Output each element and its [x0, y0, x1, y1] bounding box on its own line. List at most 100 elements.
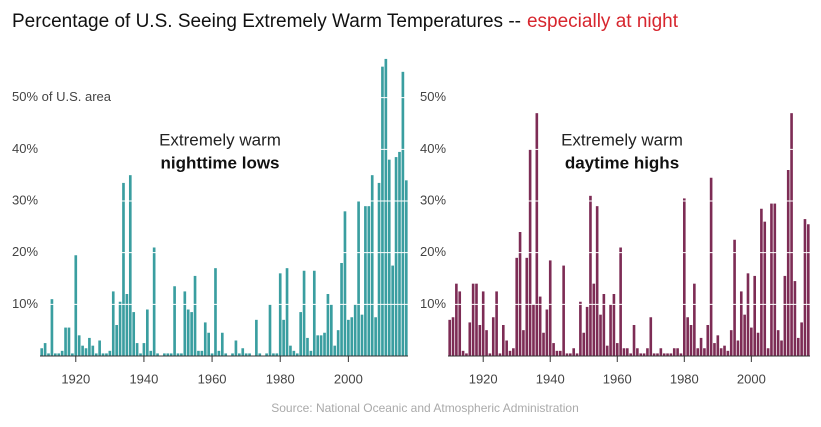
bar — [156, 353, 159, 356]
bar — [652, 353, 656, 356]
bar — [548, 260, 552, 356]
bar — [200, 350, 204, 356]
bar — [186, 309, 190, 356]
bar — [299, 312, 302, 356]
bar — [43, 343, 47, 356]
bar — [783, 275, 787, 356]
bar — [285, 268, 289, 356]
bar — [703, 348, 706, 356]
bar — [626, 348, 629, 356]
bar — [699, 337, 703, 356]
bar — [197, 350, 200, 356]
bar — [485, 330, 488, 356]
x-tick-label: 1980 — [266, 371, 295, 386]
bar — [306, 337, 309, 356]
bar — [401, 71, 405, 356]
bar — [796, 337, 800, 356]
bar — [173, 286, 176, 356]
bar — [595, 206, 599, 356]
bar — [163, 353, 166, 356]
bar — [592, 283, 596, 356]
bar — [183, 291, 187, 356]
bar — [776, 330, 780, 356]
x-tick-label: 2000 — [737, 371, 766, 386]
bar — [214, 268, 217, 356]
bar — [572, 348, 576, 356]
bar — [461, 350, 465, 356]
bar — [770, 203, 773, 356]
annotation-bold: daytime highs — [565, 153, 679, 172]
bar — [333, 345, 337, 356]
bar — [88, 337, 91, 356]
bar — [336, 330, 340, 356]
bar — [309, 350, 313, 356]
bar — [169, 353, 173, 356]
bar — [149, 350, 153, 356]
bar — [394, 157, 398, 356]
bar — [682, 198, 686, 356]
bar — [672, 348, 676, 356]
bar — [84, 348, 88, 356]
bar — [756, 332, 760, 356]
bar — [77, 335, 81, 356]
bar — [47, 353, 50, 356]
bar — [67, 327, 71, 356]
y-tick-label: 40% — [420, 141, 446, 156]
bar — [612, 294, 616, 356]
bar — [180, 353, 183, 356]
bar — [74, 255, 78, 356]
bar — [773, 203, 777, 356]
bar — [50, 299, 54, 356]
bar — [693, 283, 696, 356]
bar — [40, 348, 44, 356]
bar — [374, 317, 377, 356]
bar — [562, 265, 565, 356]
bar — [669, 353, 673, 356]
bar — [367, 206, 371, 356]
bar — [71, 353, 74, 356]
bar — [347, 319, 350, 356]
bar — [448, 319, 451, 356]
bar — [605, 345, 609, 356]
bar — [542, 332, 545, 356]
bar — [207, 332, 210, 356]
bar — [135, 343, 139, 356]
bar — [330, 304, 333, 356]
x-tick-label: 1920 — [469, 371, 498, 386]
bar — [656, 353, 659, 356]
bar — [139, 353, 142, 356]
bar — [316, 335, 320, 356]
bar — [343, 211, 347, 356]
chart-title: Percentage of U.S. Seeing Extremely Warm… — [12, 11, 679, 32]
bar — [723, 345, 726, 356]
bar — [60, 350, 64, 356]
bar — [512, 348, 515, 356]
bar — [292, 350, 296, 356]
bar — [609, 304, 612, 356]
bar — [582, 332, 586, 356]
bar — [569, 353, 572, 356]
bar — [468, 322, 472, 356]
bar — [340, 263, 343, 356]
y-tick-label: 50% of U.S. area — [12, 89, 112, 104]
bar — [350, 317, 354, 356]
bar — [234, 340, 238, 356]
bar — [575, 353, 579, 356]
bar — [505, 340, 508, 356]
x-tick-label: 1940 — [129, 371, 158, 386]
bar — [679, 353, 683, 356]
bar — [64, 327, 67, 356]
bar — [746, 273, 750, 356]
bar — [599, 314, 602, 356]
bar — [726, 350, 730, 356]
bar — [57, 353, 61, 356]
bar — [793, 281, 797, 356]
bar — [491, 317, 495, 356]
annotation: Extremely warm — [561, 130, 683, 149]
bar — [289, 345, 292, 356]
bar — [515, 257, 519, 356]
bar — [166, 353, 170, 356]
bar — [518, 232, 522, 356]
x-tick-label: 1920 — [61, 371, 90, 386]
